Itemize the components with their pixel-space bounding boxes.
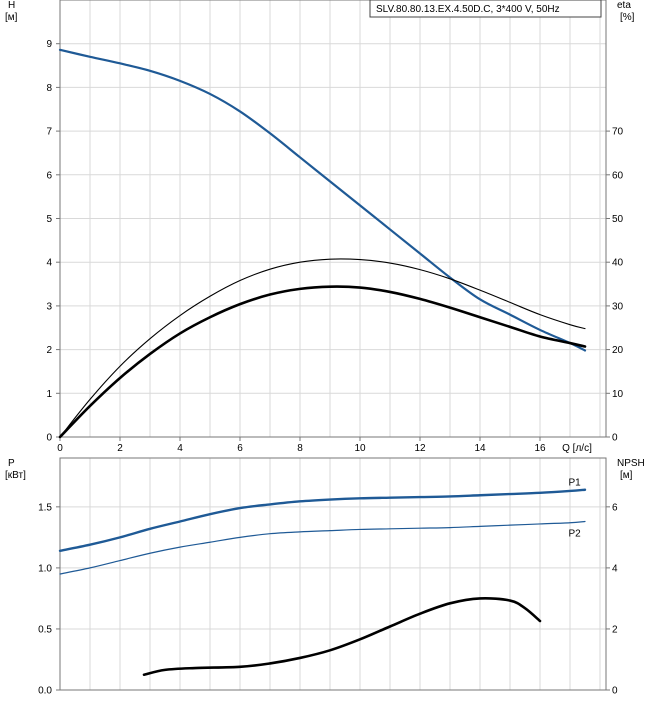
upper-left-tick-label: 0 bbox=[46, 433, 52, 444]
x-tick-label: 0 bbox=[57, 443, 63, 454]
lower-right-axis-title: NPSH bbox=[617, 458, 645, 469]
upper-right-tick-label: 60 bbox=[612, 170, 624, 181]
upper-left-axis-title: H bbox=[8, 0, 15, 11]
upper-left-tick-label: 5 bbox=[46, 214, 52, 225]
x-tick-label: 10 bbox=[354, 443, 366, 454]
legend-text: SLV.80.80.13.EX.4.50D.C, 3*400 V, 50Hz bbox=[376, 4, 560, 15]
lower-right-axis-unit: [м] bbox=[620, 470, 633, 481]
upper-grid bbox=[60, 0, 606, 437]
x-tick-label: 2 bbox=[117, 443, 123, 454]
upper-left-tick-label: 1 bbox=[46, 389, 52, 400]
upper-left-tick-label: 4 bbox=[46, 258, 52, 269]
lower-right-tick-label: 2 bbox=[612, 624, 618, 635]
upper-right-axis-title: eta bbox=[617, 0, 631, 11]
upper-right-tick-label: 0 bbox=[612, 433, 618, 444]
upper-left-tick-label: 2 bbox=[46, 345, 52, 356]
upper-left-tick-label: 3 bbox=[46, 301, 52, 312]
upper-right-axis-unit: [%] bbox=[620, 12, 635, 23]
p2-curve bbox=[59, 520, 586, 575]
p2-series-label: P2 bbox=[569, 528, 582, 539]
x-tick-label: 16 bbox=[534, 443, 546, 454]
x-tick-label: 8 bbox=[297, 443, 303, 454]
head-curve bbox=[58, 48, 587, 352]
lower-left-tick-label: 0.0 bbox=[38, 686, 52, 697]
upper-right-tick-label: 40 bbox=[612, 258, 624, 269]
lower-left-tick-label: 0.5 bbox=[38, 624, 52, 635]
efficiency-curve-thin bbox=[59, 258, 586, 438]
efficiency-curve-bold bbox=[58, 285, 587, 439]
legend-box bbox=[369, 0, 602, 18]
lower-left-axis-unit: [кВт] bbox=[5, 470, 26, 481]
upper-left-tick-label: 7 bbox=[46, 127, 52, 138]
x-axis-title: Q [л/с] bbox=[562, 443, 592, 454]
x-tick-label: 14 bbox=[474, 443, 486, 454]
p1-series-label: P1 bbox=[569, 478, 582, 489]
upper-left-tick-label: 6 bbox=[46, 170, 52, 181]
x-tick-label: 12 bbox=[414, 443, 426, 454]
x-tick-label: 6 bbox=[237, 443, 243, 454]
p1-curve bbox=[58, 488, 587, 552]
upper-right-tick-label: 10 bbox=[612, 389, 624, 400]
upper-right-tick-label: 50 bbox=[612, 214, 624, 225]
lower-left-tick-label: 1.5 bbox=[38, 502, 52, 513]
lower-right-tick-label: 6 bbox=[612, 502, 618, 513]
upper-right-tick-label: 30 bbox=[612, 301, 624, 312]
upper-left-tick-label: 9 bbox=[46, 39, 52, 50]
lower-left-axis-title: P bbox=[8, 458, 15, 469]
lower-right-tick-label: 0 bbox=[612, 686, 618, 697]
npsh-curve bbox=[142, 597, 542, 677]
upper-left-axis-unit: [м] bbox=[5, 12, 18, 23]
lower-left-tick-label: 1.0 bbox=[38, 563, 52, 574]
upper-right-tick-label: 20 bbox=[612, 345, 624, 356]
upper-right-tick-label: 70 bbox=[612, 127, 624, 138]
lower-right-tick-label: 4 bbox=[612, 563, 618, 574]
upper-left-tick-label: 8 bbox=[46, 83, 52, 94]
x-tick-label: 4 bbox=[177, 443, 183, 454]
